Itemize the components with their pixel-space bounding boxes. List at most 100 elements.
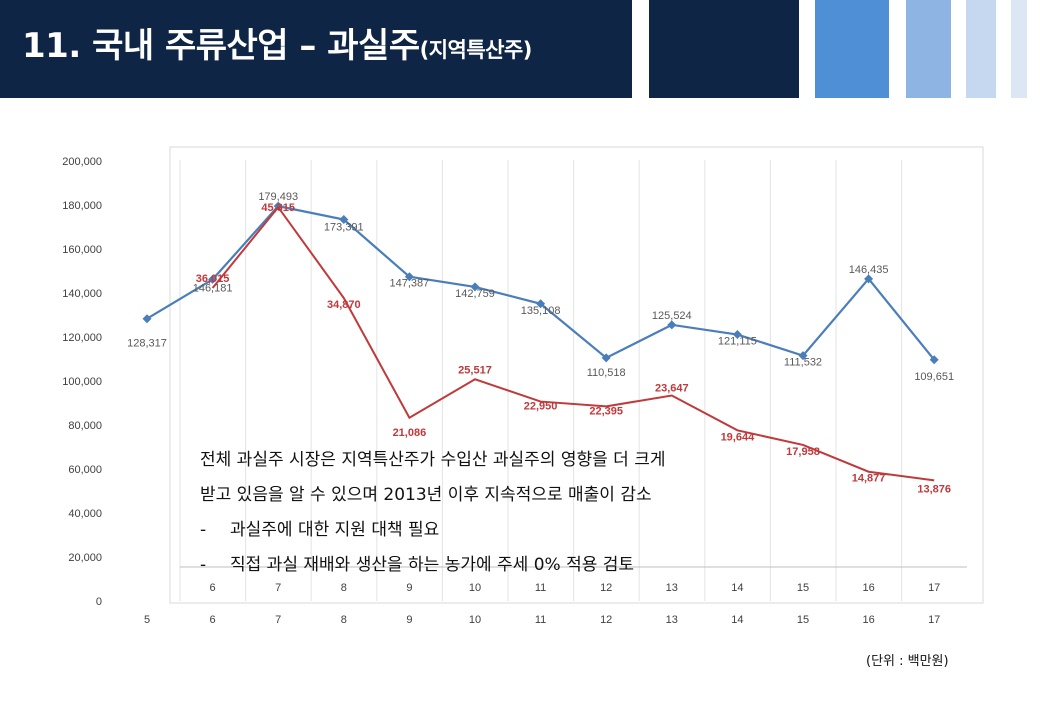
data-label-total: 128,317	[127, 338, 167, 350]
data-label-regional: 17,958	[786, 446, 820, 458]
series-line-total	[146, 204, 936, 361]
series-point-total	[601, 353, 611, 363]
bullet-dash: -	[200, 520, 207, 540]
data-label-total: 146,181	[193, 282, 233, 294]
inner-x-tick-label: 13	[666, 582, 678, 594]
bullet-text: 과실주에 대한 지원 대책 필요	[230, 520, 440, 540]
decor-block-3	[906, 0, 951, 98]
data-label-total: 121,115	[718, 336, 757, 348]
x-tick-label: 8	[341, 614, 347, 626]
decor-block-5	[1011, 0, 1027, 98]
inner-x-tick-label: 11	[535, 582, 546, 594]
plot-frame	[169, 146, 984, 604]
inner-x-tick-label: 6	[210, 582, 216, 594]
y-tick-label: 80,000	[68, 420, 102, 432]
data-label-regional: 13,876	[917, 483, 951, 495]
bullet-text: 직접 과실 재배와 생산을 하는 농가에 주세 0% 적용 검토	[230, 555, 635, 575]
series-point-total	[142, 314, 152, 324]
commentary-bullet-1: - 과실주에 대한 지원 대책 필요	[200, 513, 800, 548]
inner-x-tick-label: 8	[341, 582, 347, 594]
page-title-sub: (지역특산주)	[419, 38, 533, 62]
series-point-total	[929, 355, 939, 365]
series-point-total	[732, 330, 742, 340]
decor-block-4	[966, 0, 996, 98]
inner-x-tick-label: 15	[797, 582, 809, 594]
series-point-total	[208, 274, 218, 284]
data-label-total: 146,435	[849, 264, 889, 276]
data-label-regional: 45,315	[261, 202, 295, 214]
data-label-regional: 36,015	[196, 273, 230, 285]
inner-x-tick-label: 14	[731, 582, 743, 594]
inner-x-tick-label: 12	[600, 582, 612, 594]
y-tick-label: 20,000	[68, 552, 102, 564]
series-point-total	[536, 299, 546, 309]
commentary-line-1: 전체 과실주 시장은 지역특산주가 수입산 과실주의 영향을 더 크게	[200, 450, 666, 470]
x-tick-label: 5	[144, 614, 150, 626]
series-layer	[142, 201, 939, 482]
data-label-regional: 25,517	[458, 364, 492, 376]
y-tick-label: 200,000	[62, 156, 102, 168]
series-point-total	[470, 282, 480, 292]
series-point-total	[798, 351, 808, 361]
data-label-regional: 22,395	[589, 405, 623, 417]
inner-x-tick-label: 9	[406, 582, 412, 594]
x-tick-label: 9	[406, 614, 412, 626]
page-title: 11. 국내 주류산업 – 과실주(지역특산주)	[22, 18, 532, 67]
commentary-text: 전체 과실주 시장은 지역특산주가 수입산 과실주의 영향을 더 크게 받고 있…	[200, 443, 800, 583]
data-label-total: 142,759	[455, 288, 495, 300]
data-label-total: 125,524	[652, 310, 692, 322]
x-tick-label: 7	[275, 614, 281, 626]
axis-layer: 0 20,000 40,000 60,000 80,000 100,000 120,000 1…	[62, 156, 940, 626]
y-tick-label: 160,000	[62, 244, 102, 256]
y-tick-label: 180,000	[62, 200, 102, 212]
header-bar: 11. 국내 주류산업 – 과실주(지역특산주)	[0, 0, 632, 98]
x-tick-label: 11	[535, 614, 546, 626]
data-label-regional: 34,870	[327, 299, 361, 311]
grid-layer	[169, 146, 984, 604]
y-tick-label: 140,000	[62, 288, 102, 300]
data-label-total: 111,532	[784, 357, 822, 369]
commentary-bullet-2: - 직접 과실 재배와 생산을 하는 농가에 주세 0% 적용 검토	[200, 548, 800, 583]
x-tick-label: 6	[210, 614, 216, 626]
x-tick-label: 17	[928, 614, 940, 626]
data-label-regional: 21,086	[393, 427, 427, 439]
inner-x-tick-label: 17	[928, 582, 940, 594]
data-label-total: 147,387	[390, 278, 430, 290]
y-tick-label: 0	[96, 596, 102, 608]
y-tick-label: 60,000	[68, 464, 102, 476]
series-point-total	[404, 272, 414, 282]
decor-block-2	[815, 0, 889, 98]
data-label-total: 179,493	[258, 191, 298, 203]
unit-note: (단위 : 백만원)	[866, 654, 949, 669]
label-layer: 128,317 146,181 179,493 173,391 147,387 142,7…	[127, 191, 954, 495]
commentary-line-2: 받고 있음을 알 수 있으며 2013년 이후 지속적으로 매출이 감소	[200, 485, 652, 505]
inner-x-tick-label: 7	[275, 582, 281, 594]
data-label-total: 173,391	[324, 222, 364, 234]
decor-block-1	[649, 0, 799, 98]
x-tick-label: 15	[797, 614, 809, 626]
data-label-total: 110,518	[587, 367, 626, 379]
data-label-regional: 14,877	[852, 473, 886, 485]
x-tick-label: 12	[600, 614, 612, 626]
data-label-regional: 22,950	[524, 401, 558, 413]
x-tick-label: 10	[469, 614, 481, 626]
data-label-total: 109,651	[914, 371, 954, 383]
x-tick-label: 13	[666, 614, 678, 626]
data-label-regional: 23,647	[655, 383, 689, 395]
series-point-total	[864, 274, 874, 284]
data-label-total: 135,108	[521, 305, 561, 317]
y-tick-label: 40,000	[68, 508, 102, 520]
series-point-total	[339, 215, 349, 225]
y-tick-label: 120,000	[62, 332, 102, 344]
inner-x-tick-label: 16	[862, 582, 874, 594]
y-tick-label: 100,000	[62, 376, 102, 388]
data-label-regional: 19,644	[721, 431, 756, 443]
series-point-total	[667, 320, 677, 330]
x-tick-label: 14	[731, 614, 743, 626]
series-line-regional	[211, 205, 935, 482]
x-tick-label: 16	[862, 614, 874, 626]
bullet-dash: -	[200, 555, 207, 575]
page-title-main: 11. 국내 주류산업 – 과실주	[22, 26, 420, 66]
inner-x-tick-label: 10	[469, 582, 481, 594]
